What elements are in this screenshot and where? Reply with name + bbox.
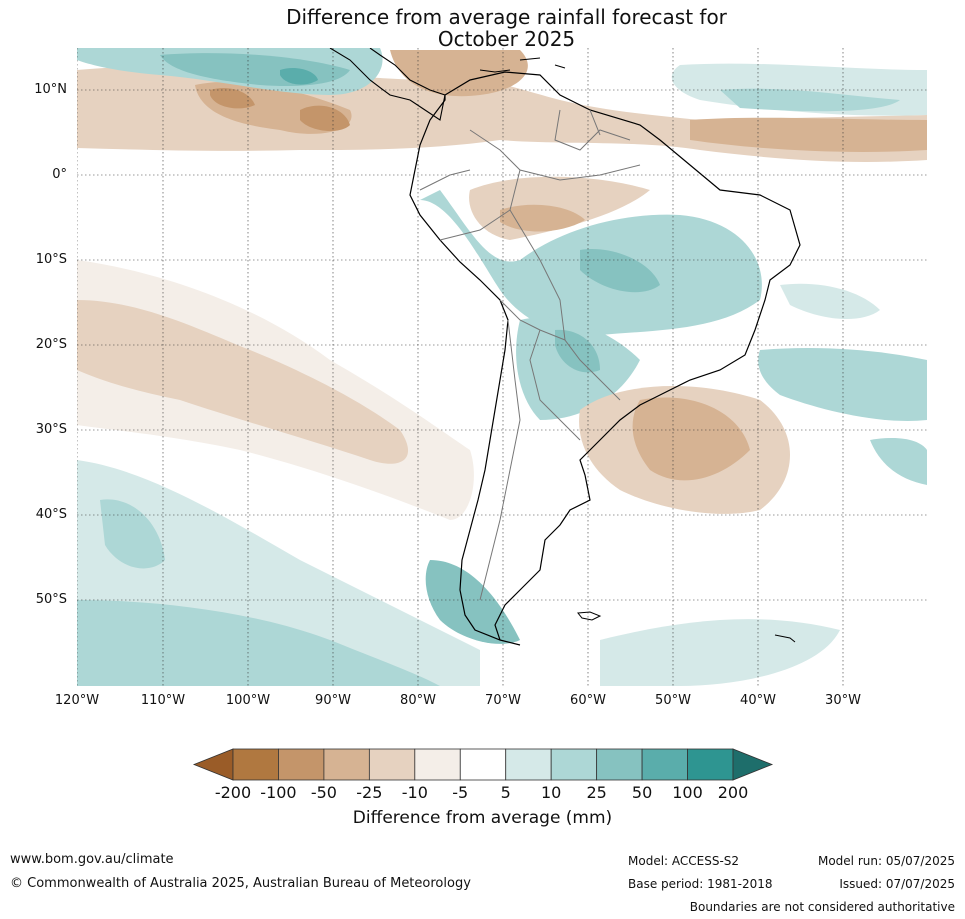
wet-anomaly-north-atlantic-core: [720, 88, 900, 112]
colorbar-bin: [368, 748, 416, 781]
wet-anomaly-north-pacific-peak: [280, 68, 318, 85]
colorbar-bin: [550, 748, 598, 781]
colorbar-tick-label: 200: [717, 783, 749, 802]
wet-anomaly-south-pacific-core: [77, 600, 440, 686]
lon-label-120w: 120°W: [54, 693, 100, 708]
colorbar-tick-label: -50: [310, 783, 337, 802]
wet-anomaly-south-atlantic-3: [780, 283, 880, 320]
colorbar-title: Difference from average (mm): [352, 808, 613, 828]
colorbar-arrow-high: [732, 748, 774, 781]
lat-label-40s: 40°S: [35, 507, 67, 522]
lat-label-10n: 10°N: [34, 82, 67, 97]
footer-disclaimer: Boundaries are not considered authoritat…: [689, 900, 955, 914]
colorbar-tick-label: 25: [586, 783, 607, 802]
dry-anomaly-south-pacific-core: [77, 300, 409, 464]
lon-label-60w: 60°W: [570, 693, 606, 708]
colorbar-bin: [687, 748, 734, 781]
map-area: [77, 48, 927, 686]
dry-anomaly-amazon-core: [500, 204, 585, 232]
colorbar-tick-label: -25: [356, 783, 383, 802]
lon-label-90w: 90°W: [315, 693, 351, 708]
lon-label-50w: 50°W: [655, 693, 691, 708]
dry-anomaly-atlantic: [690, 117, 927, 152]
central-america-coastline: [329, 48, 446, 121]
colorbar-tick-label: 10: [540, 783, 562, 802]
colorbar-bin: [505, 748, 552, 781]
colorbar: [192, 748, 774, 781]
wet-anomaly-south-atlantic-1: [758, 348, 927, 421]
colorbar-tick-label: 50: [631, 783, 653, 802]
lat-label-10s: 10°S: [35, 252, 67, 267]
wet-anomaly-central-sa-core: [580, 249, 660, 293]
colorbar-tick-label: 100: [672, 783, 703, 802]
footer-issued: Issued: 07/07/2025: [839, 877, 955, 891]
colorbar-bin: [323, 748, 370, 781]
dry-anomaly-core-3: [210, 87, 255, 109]
colorbar-tick-label: -200: [214, 783, 252, 802]
lon-label-30w: 30°W: [825, 693, 861, 708]
colorbar-tick-label: -10: [401, 783, 428, 802]
lat-label-30s: 30°S: [35, 422, 67, 437]
wet-anomaly-west-pacific-patch: [100, 499, 165, 569]
lat-label-50s: 50°S: [35, 592, 67, 607]
colorbar-bin: [459, 748, 507, 781]
footer-model: Model: ACCESS-S2: [628, 854, 740, 868]
lon-label-80w: 80°W: [400, 693, 436, 708]
lon-label-100w: 100°W: [225, 693, 271, 708]
dry-anomaly-caribbean: [390, 50, 528, 97]
colorbar-tick-label: -5: [452, 783, 469, 802]
lon-label-40w: 40°W: [740, 693, 776, 708]
colorbar-bin: [278, 748, 325, 781]
lat-label-20s: 20°S: [35, 337, 67, 352]
dry-anomaly-southeast-sa-core: [632, 397, 750, 481]
south-georgia: [774, 634, 796, 643]
footer-website: www.bom.gov.au/climate: [10, 852, 174, 867]
lat-label-0: 0°: [52, 167, 67, 182]
colorbar-tick-label: 5: [500, 783, 511, 802]
footer-copyright: © Commonwealth of Australia 2025, Austra…: [10, 876, 471, 891]
colorbar-arrow-low: [192, 748, 234, 781]
map-title-line1: Difference from average rainfall forecas…: [286, 5, 727, 29]
colorbar-tick-label: -100: [260, 783, 297, 802]
wet-anomaly-south-central-core: [555, 329, 600, 373]
colorbar-bin: [596, 748, 643, 781]
lon-label-110w: 110°W: [140, 693, 186, 708]
footer-model-run: Model run: 05/07/2025: [817, 854, 955, 868]
colorbar-bin: [414, 748, 461, 781]
country-borders: [419, 109, 641, 601]
caribbean-islands: [479, 57, 566, 73]
map-title-line2: October 2025: [437, 27, 576, 51]
colorbar-bin: [232, 748, 279, 781]
footer-base-period: Base period: 1981-2018: [628, 877, 773, 891]
falklands: [577, 611, 602, 621]
wet-anomaly-south-atlantic-2: [870, 438, 927, 485]
lon-label-70w: 70°W: [485, 693, 521, 708]
dry-anomaly-core-2: [300, 105, 350, 132]
map-gridlines: [77, 48, 927, 686]
colorbar-bin: [641, 748, 688, 781]
south-america-coastline: [409, 71, 801, 646]
